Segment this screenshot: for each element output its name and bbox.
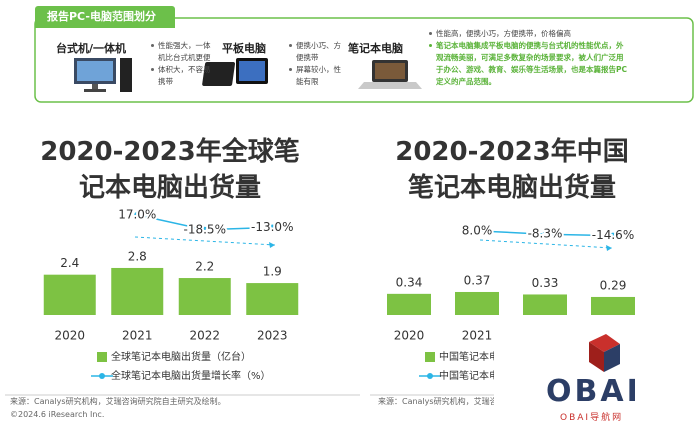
item-name: 平板电脑 bbox=[222, 42, 266, 55]
watermark-logo-icon bbox=[589, 334, 620, 372]
growth-point bbox=[542, 231, 548, 238]
chart-title: 2020-2023年全球笔记本电脑出货量 bbox=[40, 137, 300, 203]
copyright: ©2024.6 iResearch Inc. bbox=[10, 410, 105, 419]
value-label: 2.8 bbox=[128, 249, 147, 263]
item-point: 性能高，便携小巧，方便携带，价格偏高 bbox=[428, 28, 628, 40]
value-label: 2.4 bbox=[60, 256, 79, 270]
item-point: 性能强大，一体机比台式机更便 bbox=[150, 40, 216, 64]
value-label: 0.37 bbox=[464, 273, 491, 287]
header-box bbox=[34, 17, 694, 103]
item-points: 性能高，便携小巧，方便携带，价格偏高 笔记本电脑集成平板电脑的便携与台式机的性能… bbox=[428, 28, 628, 88]
growth-point bbox=[474, 227, 480, 234]
value-label: 17.0% bbox=[118, 207, 156, 221]
desktop-icon bbox=[74, 58, 132, 92]
source: 来源：Canalys研究机构，艾瑞咨询研究院自主研究及绘制。 bbox=[378, 397, 518, 406]
watermark-caption: OBAI导航网 bbox=[560, 413, 624, 423]
value-label: 0.34 bbox=[396, 275, 423, 289]
item-name: 笔记本电脑 bbox=[348, 42, 403, 55]
bar bbox=[111, 267, 164, 315]
growth-point bbox=[201, 226, 208, 233]
bar bbox=[455, 291, 499, 315]
value-label: 0.29 bbox=[600, 278, 627, 292]
trend-arrow-head bbox=[606, 245, 612, 251]
item-point: 体积大，不容易携带 bbox=[150, 64, 216, 88]
item-points: 便携小巧、方便携带 屏幕较小，性能有限 bbox=[288, 40, 346, 88]
bar bbox=[178, 278, 231, 315]
x-tick-label: 2022 bbox=[189, 329, 220, 343]
value-label: 0.33 bbox=[532, 276, 559, 290]
item-points: 性能强大，一体机比台式机更便 体积大，不容易携带 bbox=[150, 40, 216, 88]
value-label: 1.9 bbox=[263, 265, 282, 279]
value-label: -13.0% bbox=[251, 220, 293, 234]
source: 来源：Canalys研究机构，艾瑞咨询研究院自主研究及绘制。 bbox=[10, 397, 226, 406]
trend-arrow bbox=[479, 239, 613, 249]
x-tick-label: 2021 bbox=[122, 329, 153, 343]
item-point: 笔记本电脑集成平板电脑的便携与台式机的性能优点，外观流畅美丽，可满足多数复杂的场… bbox=[428, 40, 628, 88]
value-label: -8.3% bbox=[528, 227, 563, 241]
legend-swatch bbox=[97, 352, 107, 362]
growth-point bbox=[134, 211, 141, 218]
growth-point bbox=[269, 224, 276, 231]
trend-arrow bbox=[134, 236, 276, 246]
legend-label: 全球笔记本电脑出货量（亿台） bbox=[111, 350, 251, 363]
x-tick-label: 2020 bbox=[394, 329, 425, 343]
x-tick-label: 2023 bbox=[257, 329, 288, 343]
chart-title: 2020-2023年中国笔记本电脑出货量 bbox=[395, 137, 629, 203]
trend-arrow-head bbox=[269, 242, 275, 248]
bar bbox=[43, 274, 96, 315]
item-point: 屏幕较小，性能有限 bbox=[288, 64, 346, 88]
legend-label: 全球笔记本电脑出货量增长率（%） bbox=[111, 369, 271, 382]
x-tick-label: 2021 bbox=[462, 329, 493, 343]
value-label: 8.0% bbox=[462, 223, 493, 237]
growth-point bbox=[610, 232, 616, 239]
bar bbox=[246, 283, 299, 315]
bar bbox=[387, 293, 431, 315]
value-label: -14.6% bbox=[592, 228, 634, 242]
header-title: 报告PC-电脑范围划分 bbox=[35, 6, 175, 28]
bar bbox=[591, 296, 635, 315]
tablet-icon bbox=[202, 58, 268, 86]
bar bbox=[523, 294, 567, 315]
value-label: 2.2 bbox=[195, 260, 214, 274]
value-label: -18.5% bbox=[184, 222, 226, 236]
watermark-logo: OBAI bbox=[546, 374, 641, 409]
item-point: 便携小巧、方便携带 bbox=[288, 40, 346, 64]
legend-marker bbox=[427, 373, 433, 379]
x-tick-label: 2020 bbox=[54, 329, 85, 343]
laptop-icon bbox=[358, 60, 422, 89]
legend-marker bbox=[99, 373, 105, 379]
watermark: OBAI OBAI导航网 bbox=[494, 330, 700, 425]
legend-swatch bbox=[425, 352, 435, 362]
item-name: 台式机/一体机 bbox=[56, 42, 127, 55]
